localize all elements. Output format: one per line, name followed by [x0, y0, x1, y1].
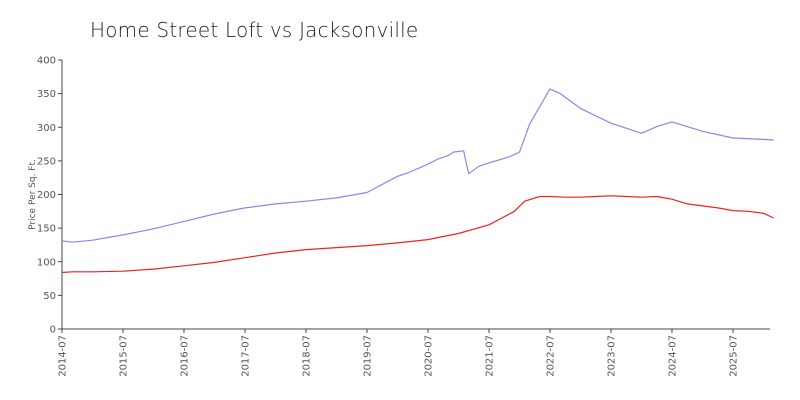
series-layer	[61, 88, 774, 274]
x-tick-label: 2024-07	[668, 335, 679, 377]
x-tick-label: 2015-07	[119, 335, 130, 377]
y-tick-label: 250	[37, 156, 56, 167]
y-tick-label: 400	[37, 56, 56, 67]
x-axis-ticks: 2014-07 2015-07 2016-07 2017-07 2018-07 2019-…	[58, 329, 740, 377]
x-tick-label: 2018-07	[302, 335, 313, 377]
y-tick-label: 200	[37, 190, 56, 201]
y-tick-label: 350	[37, 89, 56, 100]
x-tick-label: 2021-07	[485, 335, 496, 377]
x-tick-label: 2025-07	[729, 335, 740, 377]
x-tick-label: 2019-07	[363, 335, 374, 377]
y-tick-label: 0	[50, 325, 56, 336]
x-tick-label: 2022-07	[546, 335, 557, 377]
y-tick-label: 300	[37, 123, 56, 134]
x-tick-label: 2016-07	[180, 335, 191, 377]
series-line-2	[61, 195, 774, 274]
series-line-1	[61, 88, 774, 243]
x-tick-label: 2014-07	[58, 335, 69, 377]
chart-title: Home Street Loft vs Jacksonville	[90, 18, 419, 42]
x-tick-label: 2017-07	[241, 335, 252, 377]
y-tick-label: 50	[43, 291, 56, 302]
y-tick-label: 150	[37, 224, 56, 235]
x-tick-label: 2023-07	[607, 335, 618, 377]
x-tick-label: 2020-07	[424, 335, 435, 377]
y-tick-label: 100	[37, 257, 56, 268]
y-axis-ticks: 0 50 100 150 200 250 300 350 400	[37, 56, 62, 336]
y-axis-label: Price Per Sq. Ft.	[28, 159, 38, 230]
axes	[61, 60, 770, 330]
